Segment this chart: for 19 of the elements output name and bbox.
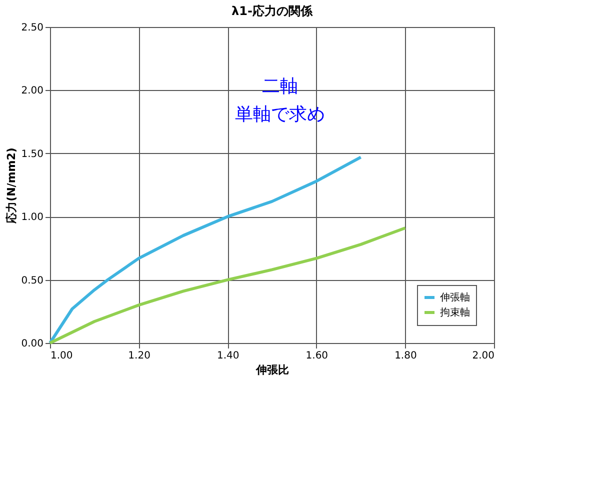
legend-label: 伸張軸: [440, 292, 470, 304]
x-tick-label: 1.00: [50, 350, 73, 362]
line-series: [48, 226, 407, 344]
y-tick-label: 0.50: [21, 275, 44, 286]
y-tick-label: 2.00: [21, 86, 44, 97]
x-axis-title: 伸張比: [255, 364, 289, 376]
y-tick-label: 0.00: [21, 338, 44, 350]
y-tick-label: 1.00: [21, 212, 44, 224]
line-series: [48, 156, 362, 344]
y-tick-label: 1.50: [21, 148, 44, 160]
x-tick-label: 1.80: [394, 350, 417, 362]
y-axis-title: 応力(N/mm2): [5, 148, 18, 224]
x-tick-label: 1.40: [216, 350, 240, 362]
chart-title: λ1-応力の関係: [232, 4, 314, 18]
legend-label: 拘束軸: [440, 306, 470, 318]
y-tick-label: 2.50: [21, 22, 44, 34]
x-tick-label: 2.00: [472, 350, 494, 362]
x-tick-label: 1.60: [306, 350, 328, 362]
x-tick-label: 1.20: [128, 350, 150, 362]
